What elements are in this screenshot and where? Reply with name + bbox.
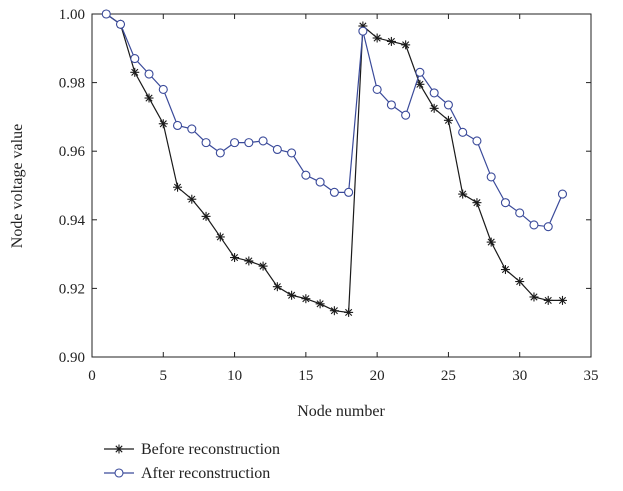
data-point	[230, 253, 240, 263]
y-tick-label: 0.96	[59, 144, 86, 160]
data-point	[172, 120, 183, 131]
data-point	[158, 84, 168, 95]
data-point	[301, 294, 311, 304]
data-point	[557, 189, 568, 199]
data-point	[500, 265, 510, 275]
data-point	[372, 33, 382, 43]
data-point	[272, 282, 282, 292]
data-point	[187, 124, 197, 134]
data-point	[101, 9, 111, 19]
series-before	[101, 9, 567, 317]
series-line	[105, 13, 563, 314]
data-point	[258, 136, 268, 146]
data-point	[500, 198, 511, 208]
data-point	[529, 220, 539, 230]
data-point	[287, 148, 297, 158]
x-tick-label: 0	[88, 368, 96, 384]
legend-marker-circle	[114, 468, 124, 478]
x-tick-label: 25	[441, 368, 456, 384]
data-point	[130, 67, 140, 77]
x-axis-ticks: 0 5 10 15 20 25 30 35	[88, 14, 599, 384]
y-tick-label: 0.90	[59, 350, 85, 366]
series-layer	[101, 9, 568, 317]
data-point	[529, 292, 539, 302]
legend-marker-asterisk	[114, 444, 124, 454]
data-point	[287, 290, 297, 300]
data-point	[443, 115, 453, 125]
x-tick-label: 5	[160, 368, 168, 384]
data-point	[158, 119, 168, 129]
y-tick-label: 1.00	[59, 7, 85, 23]
data-point	[329, 306, 339, 316]
legend-item-before: Before reconstruction	[104, 441, 280, 458]
data-point	[486, 237, 496, 247]
data-point	[173, 182, 183, 192]
y-tick-label: 0.92	[59, 281, 85, 297]
data-point	[486, 172, 496, 182]
data-point	[244, 256, 254, 266]
y-axis-ticks: 0.90 0.92 0.94 0.96 0.98 1.00	[59, 7, 591, 366]
data-point	[315, 299, 325, 309]
data-point	[144, 93, 154, 103]
legend-item-after: After reconstruction	[104, 465, 270, 482]
data-point	[472, 198, 482, 208]
data-point	[515, 277, 525, 287]
data-point	[215, 148, 225, 158]
data-point	[415, 67, 425, 77]
x-tick-label: 20	[370, 368, 385, 384]
data-point	[344, 307, 354, 317]
data-point	[386, 36, 396, 46]
y-tick-label: 0.98	[59, 76, 85, 92]
data-point	[401, 40, 411, 50]
x-tick-label: 30	[512, 368, 527, 384]
data-point	[443, 100, 453, 110]
data-point	[201, 211, 211, 221]
data-point	[115, 19, 126, 29]
data-point	[401, 110, 411, 120]
data-point	[358, 26, 368, 36]
x-axis-title: Node number	[297, 403, 385, 420]
data-point	[429, 103, 439, 113]
legend: Before reconstruction After reconstructi…	[104, 441, 280, 482]
y-tick-label: 0.94	[59, 213, 86, 229]
data-point	[472, 136, 482, 146]
series-after	[101, 9, 568, 232]
data-point	[272, 144, 282, 155]
data-point	[458, 189, 468, 199]
data-point	[515, 208, 525, 218]
data-point	[258, 261, 268, 271]
data-point	[130, 54, 140, 64]
data-point	[230, 138, 240, 148]
data-point	[201, 138, 211, 148]
data-point	[315, 177, 325, 187]
data-point	[144, 69, 154, 79]
data-point	[329, 187, 339, 197]
plot-area-frame	[91, 13, 592, 358]
data-point	[187, 194, 197, 204]
data-point	[344, 187, 354, 197]
data-point	[244, 138, 254, 148]
data-point	[557, 295, 567, 305]
x-tick-label: 10	[227, 368, 242, 384]
legend-label-after: After reconstruction	[141, 465, 270, 482]
data-point	[429, 88, 439, 98]
x-tick-label: 35	[584, 368, 599, 384]
data-point	[543, 295, 553, 305]
data-point	[415, 79, 425, 89]
data-point	[543, 222, 553, 232]
data-point	[386, 100, 396, 110]
legend-label-before: Before reconstruction	[141, 441, 280, 458]
data-point	[215, 232, 225, 242]
data-point	[372, 84, 382, 95]
x-tick-label: 15	[298, 368, 313, 384]
data-point	[458, 127, 468, 137]
y-axis-title: Node voltage value	[9, 124, 26, 248]
data-point	[301, 170, 311, 180]
